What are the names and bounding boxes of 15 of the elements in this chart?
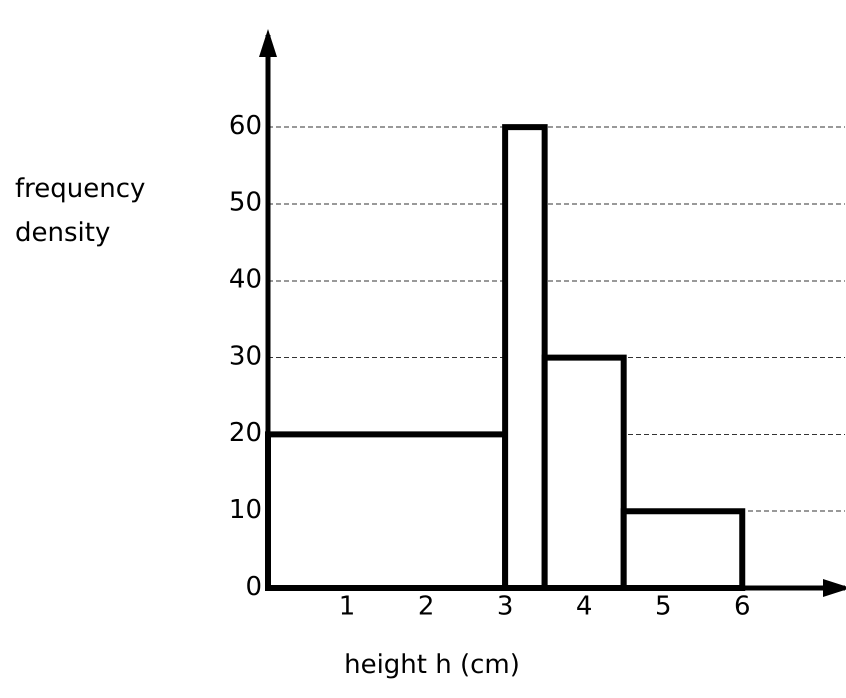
y-tick-label: 10: [228, 494, 262, 525]
x-tick-label: 3: [496, 591, 514, 622]
y-tick-label: 20: [228, 418, 262, 448]
x-tick-label: 4: [576, 591, 592, 622]
y-tick-label: 60: [228, 110, 262, 141]
x-tick-label: 6: [734, 591, 751, 622]
x-axis-title: height h (cm): [344, 650, 520, 680]
x-tick-label: 2: [418, 591, 434, 622]
x-tick-label: 1: [338, 591, 356, 622]
y-tick-label: 0: [245, 572, 262, 602]
y-tick-label: 40: [228, 264, 262, 295]
x-tick-label: 5: [654, 591, 672, 622]
y-axis-title: frequency density: [15, 174, 146, 248]
y-tick-label: 50: [228, 188, 262, 218]
y-tick-label: 30: [228, 341, 262, 372]
